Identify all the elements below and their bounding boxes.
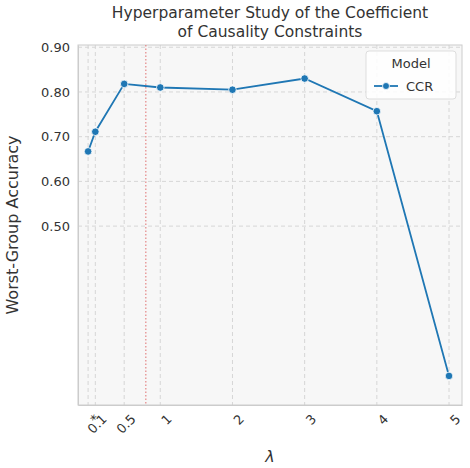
title-line: of Causality Constraints: [178, 23, 363, 41]
x-tick-label: 2: [230, 411, 246, 427]
x-tick-label: 3: [303, 411, 319, 427]
grid-line-x: [95, 45, 96, 405]
y-tick-label: 0.80: [41, 85, 70, 100]
grid-line-y: [78, 181, 462, 182]
point: [156, 84, 164, 92]
y-tick: 0.90: [41, 40, 78, 55]
x-axis: *0.10.512345: [79, 405, 464, 437]
x-axis-title: λ: [264, 447, 274, 466]
title: Hyperparameter Study of the Coefficiento…: [112, 4, 428, 41]
grid-line-y: [78, 136, 462, 137]
x-tick-label: 1: [158, 411, 174, 427]
grid-line-x: [232, 45, 233, 405]
x-tick: 3: [303, 405, 319, 428]
plot-frame: [78, 45, 462, 405]
y-axis-title: Worst-Group Accuracy: [3, 135, 22, 314]
x-tick-label: 0.1: [85, 411, 110, 436]
y-tick: 0.60: [41, 174, 78, 189]
grid-line-x: [304, 45, 305, 405]
y-tick: 0.80: [41, 85, 78, 100]
point: [301, 75, 309, 83]
x-tick-label: 0.5: [113, 411, 138, 436]
y-tick-label: 0.50: [41, 219, 70, 234]
reference-line: [145, 45, 146, 405]
point: [120, 80, 128, 88]
grid-line-x: [88, 45, 89, 405]
plot: *0.10.5123450.500.600.700.800.90ModelCCR: [41, 40, 463, 437]
y-tick-label: 0.60: [41, 174, 70, 189]
y-tick: 0.50: [41, 219, 78, 234]
legend-label: CCR: [406, 79, 433, 94]
chart: *0.10.5123450.500.600.700.800.90ModelCCR…: [0, 0, 470, 468]
y-axis: 0.50 0.60 0.70 0.80 0.90: [41, 40, 78, 406]
grid-line-x: [124, 45, 125, 405]
point: [373, 107, 381, 115]
point: [229, 86, 237, 94]
y-axis-line: [78, 46, 79, 406]
grid-line-y: [78, 226, 462, 227]
grid-line-x: [160, 45, 161, 405]
x-tick-label: 5: [447, 411, 463, 427]
series-line: [88, 79, 449, 376]
title-line: Hyperparameter Study of the Coefficient: [112, 4, 428, 22]
x-axis-line: [79, 405, 463, 406]
plot-background: [78, 45, 462, 405]
x-tick-label: 4: [375, 411, 391, 427]
point: [445, 372, 453, 380]
point: [92, 128, 100, 136]
x-tick: 0.1: [85, 405, 110, 437]
x-tick: 0.5: [113, 405, 138, 437]
y-tick-label: 0.70: [41, 129, 70, 144]
legend: Model CCR: [366, 51, 456, 99]
legend-box: [366, 51, 456, 99]
point: [84, 148, 92, 156]
x-tick: 1: [158, 405, 174, 428]
legend-title: Model: [391, 56, 430, 71]
y-tick: 0.70: [41, 129, 78, 144]
x-tick: 5: [447, 405, 463, 428]
grid: [78, 45, 462, 405]
legend-marker: [383, 83, 390, 90]
x-tick: 2: [230, 405, 246, 428]
grid-line-y: [78, 47, 462, 48]
x-tick: 4: [375, 405, 391, 428]
y-tick-label: 0.90: [41, 40, 70, 55]
